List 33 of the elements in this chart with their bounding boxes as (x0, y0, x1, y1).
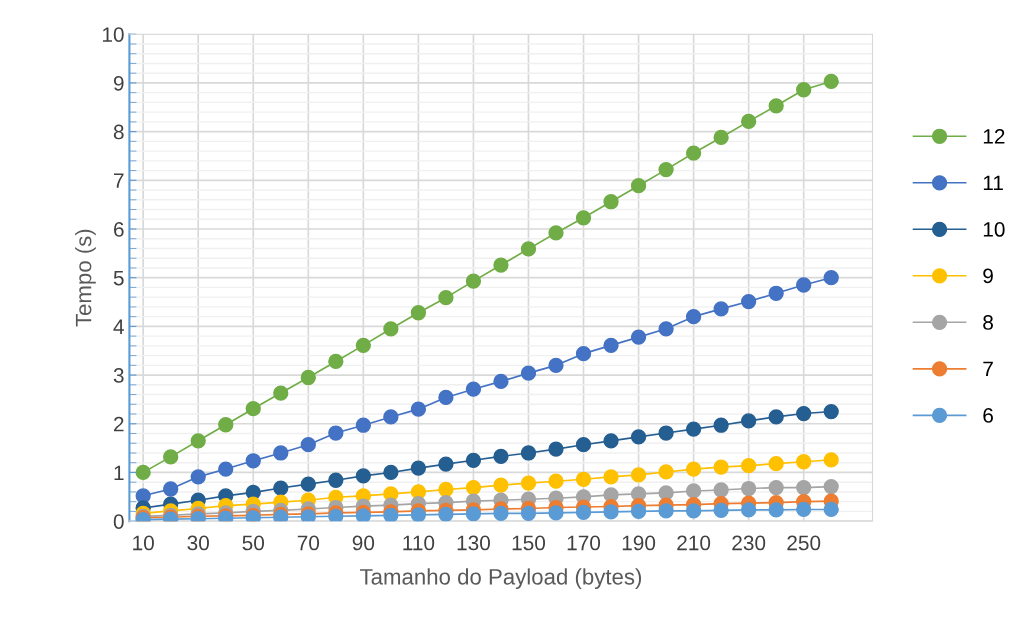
x-tick-label: 210 (677, 535, 711, 551)
x-tick-label: 70 (297, 535, 320, 551)
x-tick-label: 230 (732, 535, 766, 551)
y-tick-label: 4 (113, 319, 124, 334)
y-tick-label: 7 (114, 173, 124, 188)
legend-label: 8 (983, 315, 993, 330)
legend-label: 9 (983, 268, 993, 284)
legend-label: 11 (983, 175, 1003, 191)
x-tick-label: 10 (133, 535, 154, 551)
y-tick-label: 6 (114, 222, 124, 237)
y-tick-label: 1 (114, 465, 124, 481)
x-tick-label: 90 (352, 535, 375, 551)
y-tick-label: 5 (113, 270, 124, 286)
y-tick-label: 8 (113, 124, 124, 140)
y-tick-label: 10 (102, 27, 124, 42)
y-axis-title: Tempo (s) (75, 229, 96, 327)
x-tick-label: 30 (187, 535, 209, 551)
x-axis-title: Tamanho do Payload (bytes) (360, 568, 642, 590)
x-tick-label: 150 (512, 535, 546, 551)
y-tick-label: 9 (113, 75, 124, 91)
legend-label: 6 (983, 408, 993, 423)
y-tick-label: 0 (113, 514, 124, 529)
legend-label: 10 (983, 222, 1005, 237)
x-tick-label: 50 (242, 535, 265, 551)
x-tick-label: 130 (457, 535, 490, 551)
y-tick-label: 2 (114, 416, 124, 432)
x-tick-label: 190 (622, 535, 656, 551)
x-tick-label: 170 (567, 535, 601, 551)
y-tick-label: 3 (113, 368, 124, 383)
x-tick-label: 250 (787, 535, 821, 551)
legend-label: 12 (983, 129, 1005, 144)
legend-label: 7 (983, 361, 993, 377)
x-tick-label: 110 (403, 535, 435, 551)
